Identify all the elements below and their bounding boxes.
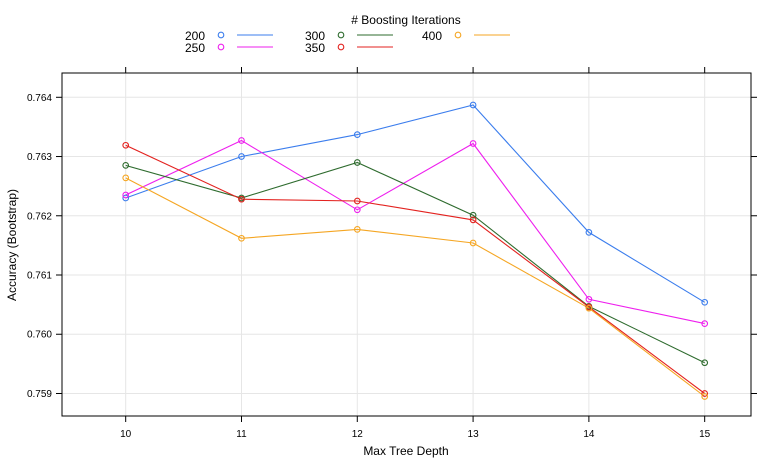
legend-label-200: 200 [185, 29, 205, 43]
data-point-200 [701, 298, 709, 306]
data-point-250 [585, 295, 593, 303]
x-tick-label: 10 [120, 429, 132, 440]
data-point-300 [701, 359, 709, 367]
data-point-400 [585, 304, 593, 312]
x-tick-label: 14 [583, 429, 595, 440]
x-tick-label: 11 [236, 429, 247, 440]
data-point-350 [238, 195, 245, 203]
y-tick-label: 0.763 [27, 152, 52, 163]
x-tick-label: 13 [468, 429, 480, 440]
data-point-200 [238, 153, 245, 160]
data-point-250 [238, 137, 245, 144]
data-point-400 [122, 174, 130, 182]
legend-marker-250 [217, 43, 225, 51]
y-tick-label: 0.762 [27, 211, 52, 222]
data-point-350 [469, 216, 477, 224]
data-point-300 [122, 162, 130, 169]
plot-panel [61, 72, 752, 417]
data-point-400 [701, 393, 709, 400]
data-point-250 [701, 320, 709, 327]
data-point-250 [469, 140, 477, 147]
axis-ticks [56, 67, 757, 422]
legend-label-350: 350 [305, 41, 325, 55]
data-point-200 [469, 101, 477, 109]
legend-marker-400 [454, 31, 462, 39]
data-point-400 [353, 226, 361, 233]
data-point-200 [122, 194, 130, 202]
data-point-200 [353, 131, 361, 138]
series-points [122, 101, 709, 400]
data-point-400 [238, 234, 245, 242]
x-tick-label: 12 [352, 429, 364, 440]
data-point-400 [469, 239, 477, 247]
grid-lines [62, 73, 751, 416]
y-tick-label: 0.764 [27, 93, 52, 104]
series-line-400 [125, 177, 706, 397]
data-point-200 [585, 229, 593, 236]
legend-label-300: 300 [305, 29, 325, 43]
legend-title: # Boosting Iterations [351, 13, 460, 27]
legend-marker-200 [217, 31, 225, 39]
data-point-350 [122, 141, 130, 149]
data-point-250 [122, 191, 130, 199]
legend-marker-350 [337, 43, 345, 51]
series-line-250 [125, 139, 705, 325]
y-tick-label: 0.761 [27, 271, 52, 282]
data-point-350 [353, 197, 361, 205]
x-axis-title: Max Tree Depth [363, 444, 448, 458]
series-line-350 [125, 144, 706, 394]
data-point-350 [701, 390, 709, 397]
series-line-200 [125, 104, 705, 303]
y-tick-labels: 0.759 0.760 0.761 0.762 0.763 0.764 [27, 93, 52, 400]
data-point-300 [469, 211, 477, 219]
y-axis-title: Accuracy (Bootstrap) [5, 189, 19, 301]
series-line-300 [125, 161, 705, 364]
data-point-250 [353, 206, 361, 214]
legend-label-250: 250 [185, 41, 205, 55]
legend-marker-300 [337, 31, 345, 39]
legend-label-400: 400 [422, 29, 442, 43]
data-point-300 [353, 159, 361, 166]
x-tick-label: 15 [699, 429, 711, 440]
x-tick-labels: 10 11 12 13 14 15 [120, 429, 711, 440]
y-tick-label: 0.759 [27, 389, 52, 400]
series-lines [125, 104, 706, 397]
y-tick-label: 0.760 [27, 330, 52, 341]
